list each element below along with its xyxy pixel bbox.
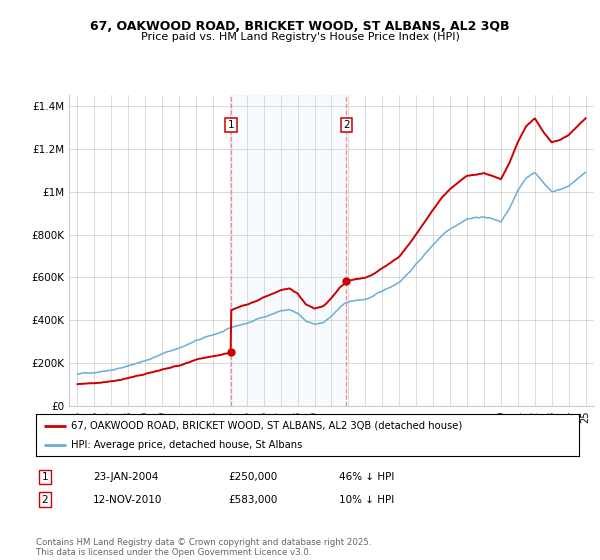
Text: 46% ↓ HPI: 46% ↓ HPI [339, 472, 394, 482]
Text: 67, OAKWOOD ROAD, BRICKET WOOD, ST ALBANS, AL2 3QB (detached house): 67, OAKWOOD ROAD, BRICKET WOOD, ST ALBAN… [71, 421, 463, 431]
Text: £250,000: £250,000 [228, 472, 277, 482]
Text: Contains HM Land Registry data © Crown copyright and database right 2025.
This d: Contains HM Land Registry data © Crown c… [36, 538, 371, 557]
Text: 23-JAN-2004: 23-JAN-2004 [93, 472, 158, 482]
Text: 10% ↓ HPI: 10% ↓ HPI [339, 494, 394, 505]
Text: Price paid vs. HM Land Registry's House Price Index (HPI): Price paid vs. HM Land Registry's House … [140, 32, 460, 43]
Text: £583,000: £583,000 [228, 494, 277, 505]
Text: 2: 2 [343, 120, 350, 130]
Text: 1: 1 [227, 120, 234, 130]
Text: 67, OAKWOOD ROAD, BRICKET WOOD, ST ALBANS, AL2 3QB: 67, OAKWOOD ROAD, BRICKET WOOD, ST ALBAN… [90, 20, 510, 32]
Text: HPI: Average price, detached house, St Albans: HPI: Average price, detached house, St A… [71, 440, 302, 450]
Text: 1: 1 [41, 472, 49, 482]
Text: 12-NOV-2010: 12-NOV-2010 [93, 494, 163, 505]
Bar [231, 95, 346, 406]
Text: 2: 2 [41, 494, 49, 505]
